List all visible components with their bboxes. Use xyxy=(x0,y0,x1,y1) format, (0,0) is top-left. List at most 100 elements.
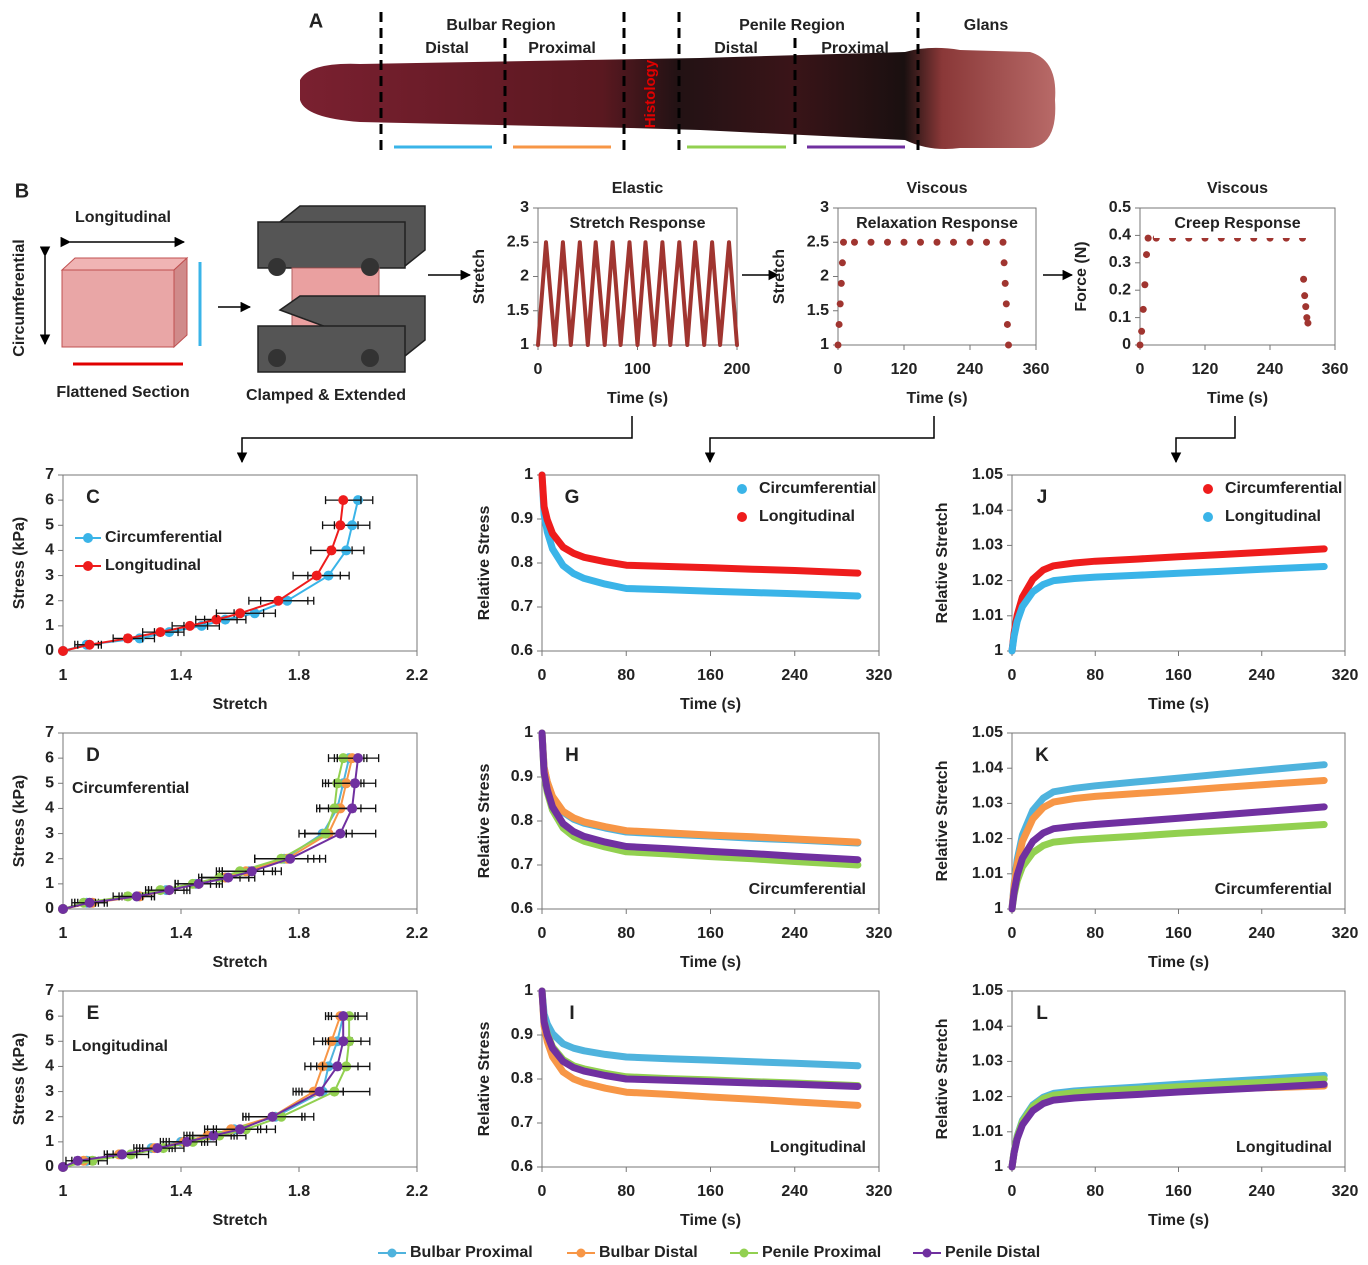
x-axis-label: Stretch xyxy=(212,1212,267,1229)
data-point xyxy=(1138,327,1146,335)
y-tick-label: 2 xyxy=(45,850,54,867)
y-tick-label: 1 xyxy=(45,617,54,634)
y-tick-label: 7 xyxy=(45,724,54,741)
plot-frame xyxy=(62,990,418,1168)
x-tick-label: 80 xyxy=(1086,1183,1104,1200)
x-tick-label: 240 xyxy=(1248,925,1275,942)
data-point xyxy=(338,495,349,506)
x-tick-label: 320 xyxy=(1332,1183,1359,1200)
x-tick-label: 2.2 xyxy=(406,667,428,684)
x-tick-label: 1.4 xyxy=(170,925,192,942)
series-line xyxy=(538,471,862,600)
data-point xyxy=(1141,281,1149,289)
x-tick-label: 240 xyxy=(781,667,808,684)
x-tick-label: 240 xyxy=(781,925,808,942)
x-tick-label: 320 xyxy=(1332,667,1359,684)
x-tick-label: 240 xyxy=(781,1183,808,1200)
x-axis-label: Time (s) xyxy=(1207,390,1268,407)
data-point xyxy=(326,545,337,556)
y-tick-label: 0.9 xyxy=(511,510,533,527)
data-point xyxy=(1005,341,1012,349)
data-point xyxy=(933,238,941,246)
caption: Flattened Section xyxy=(56,384,189,401)
data-point xyxy=(72,1155,83,1166)
x-tick-label: 120 xyxy=(1192,361,1219,378)
chart-header: Viscous xyxy=(906,180,967,197)
x-tick-label: 2.2 xyxy=(406,1183,428,1200)
y-tick-label: 1.5 xyxy=(807,302,829,319)
connector xyxy=(1170,416,1236,464)
series-line xyxy=(538,729,862,846)
y-tick-label: 0.4 xyxy=(1109,227,1131,244)
y-axis-label: Relative Stretch xyxy=(934,1019,951,1140)
x-tick-label: 240 xyxy=(1248,667,1275,684)
y-tick-label: 7 xyxy=(45,466,54,483)
x-tick-label: 0 xyxy=(1136,361,1145,378)
x-tick-label: 1.8 xyxy=(288,667,310,684)
y-tick-label: 0.6 xyxy=(511,642,533,659)
histology-label: Histology xyxy=(642,59,659,128)
region-label: Glans xyxy=(964,17,1009,34)
data-point xyxy=(840,238,847,246)
data-point xyxy=(950,238,957,246)
y-tick-label: 0.9 xyxy=(511,768,533,785)
panel-a: A Bulbar Region Distal Proximal Penile R… xyxy=(300,10,1056,150)
legend-marker xyxy=(1203,512,1213,522)
bolt xyxy=(268,258,286,276)
x-tick-label: 0 xyxy=(534,361,543,378)
y-tick-label: 2.5 xyxy=(507,233,529,250)
annotation: Longitudinal xyxy=(1236,1139,1332,1156)
data-point xyxy=(131,891,142,902)
y-tick-label: 1.01 xyxy=(972,865,1003,882)
legend-marker xyxy=(1203,484,1213,494)
series-line xyxy=(1008,545,1328,655)
x-tick-label: 1.4 xyxy=(170,1183,192,1200)
series-line xyxy=(1008,563,1328,655)
x-tick-label: 200 xyxy=(724,361,751,378)
data-point xyxy=(208,1130,219,1141)
series-line xyxy=(538,729,862,864)
legend-label: Longitudinal xyxy=(1225,508,1321,525)
y-tick-label: 1.02 xyxy=(972,1088,1003,1105)
y-tick-label: 6 xyxy=(45,749,54,766)
y-axis-label: Stress (kPa) xyxy=(11,775,28,868)
y-tick-label: 1 xyxy=(994,900,1003,917)
x-tick-label: 240 xyxy=(1257,361,1284,378)
y-axis-label: Relative Stress xyxy=(476,506,493,621)
data-point xyxy=(164,885,175,896)
segment-label: Proximal xyxy=(528,40,596,57)
data-point xyxy=(834,341,842,349)
panel-b: B Longitudinal Circumferential Flattened… xyxy=(11,180,1236,464)
y-tick-label: 0 xyxy=(45,1158,54,1175)
x-tick-label: 1 xyxy=(59,1183,68,1200)
x-tick-label: 320 xyxy=(866,925,893,942)
series-line xyxy=(538,471,862,577)
x-tick-label: 160 xyxy=(697,667,724,684)
legend-marker xyxy=(737,484,747,494)
data-point xyxy=(884,238,891,246)
plot-frame xyxy=(541,474,880,652)
data-point xyxy=(917,238,924,246)
legend-label: Bulbar Proximal xyxy=(410,1244,533,1261)
y-tick-label: 1.5 xyxy=(507,302,529,319)
y-tick-label: 1 xyxy=(45,875,54,892)
annotation: Circumferential xyxy=(749,881,866,898)
bolt xyxy=(361,349,379,367)
data-point xyxy=(335,520,346,531)
annotation: Circumferential xyxy=(72,780,189,797)
data-point xyxy=(58,904,68,914)
y-tick-label: 0.3 xyxy=(1109,254,1131,271)
tissue-front xyxy=(61,269,175,348)
x-tick-label: 100 xyxy=(624,361,651,378)
x-tick-label: 360 xyxy=(1322,361,1349,378)
plot-frame xyxy=(62,474,418,652)
panel-label: I xyxy=(569,1003,574,1024)
data-point xyxy=(851,238,858,246)
x-tick-label: 1 xyxy=(59,925,68,942)
x-tick-label: 240 xyxy=(1248,1183,1275,1200)
data-point xyxy=(314,1086,325,1097)
data-point xyxy=(117,1149,127,1160)
data-point xyxy=(1300,275,1308,283)
series-line xyxy=(538,987,862,1090)
legend-label: Longitudinal xyxy=(105,557,201,574)
